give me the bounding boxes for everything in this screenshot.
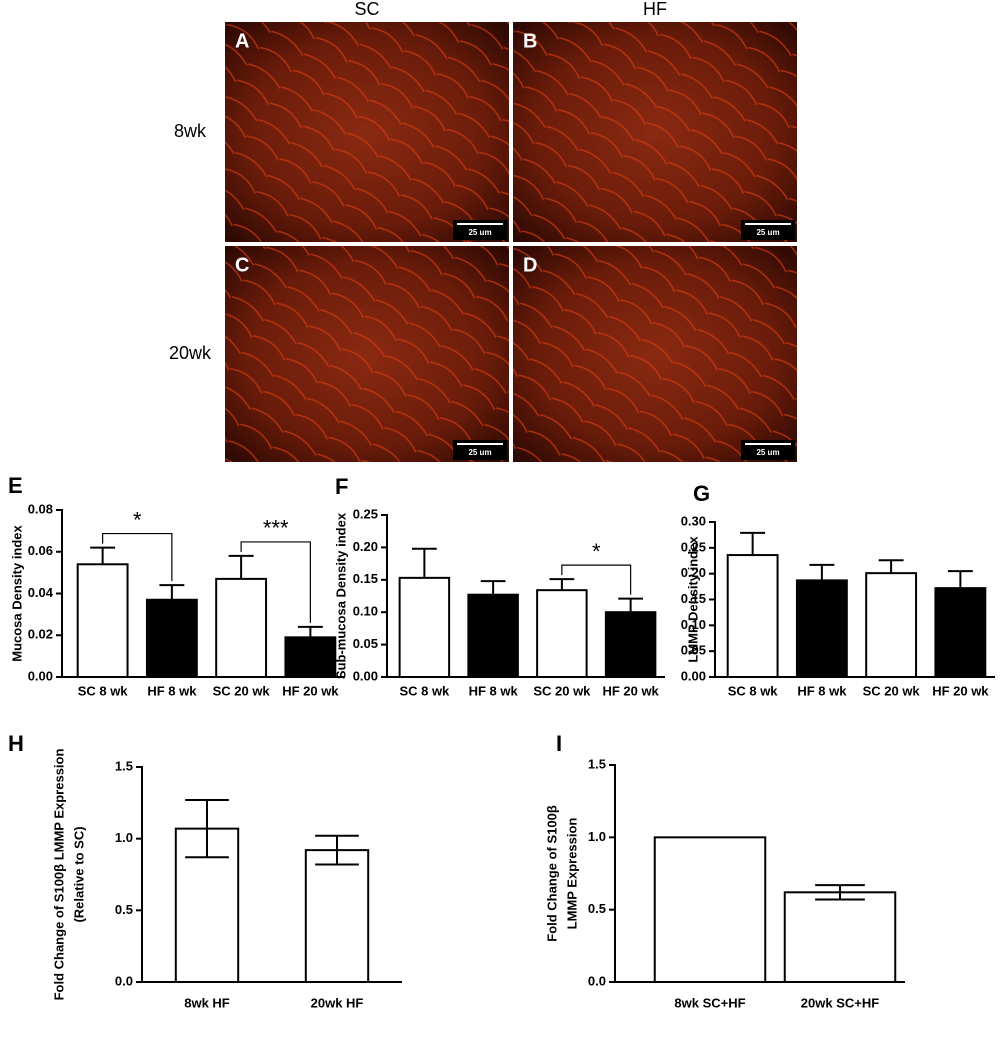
micrograph-texture [513, 22, 797, 242]
y-tick-label: 0.08 [28, 501, 53, 516]
significance-label: *** [263, 516, 289, 541]
y-tick-label: 1.5 [115, 758, 133, 773]
x-tick-label: 20wk HF [311, 995, 364, 1010]
bar [604, 611, 657, 679]
x-tick-label: SC 20 wk [213, 683, 271, 698]
scale-bar-label: 25 um [468, 228, 491, 237]
significance-bracket [102, 532, 173, 582]
bar [536, 589, 588, 679]
x-tick-label: SC 8 wk [728, 683, 779, 698]
y-tick-label: 0.5 [588, 901, 606, 916]
micrograph-texture [225, 246, 509, 462]
panel-letter: H [8, 731, 24, 756]
scale-bar-label: 25 um [756, 448, 779, 457]
bar [304, 849, 370, 984]
y-tick-label: 0.15 [353, 571, 378, 586]
x-tick-label: HF 8 wk [147, 683, 197, 698]
y-tick-label: 0.00 [28, 668, 53, 683]
y-tick-label: 0.25 [353, 506, 378, 521]
x-tick-label: HF 20 wk [602, 683, 659, 698]
significance-label: * [133, 507, 142, 532]
y-axis-label: Sub-mucosa Density index [333, 512, 348, 679]
bar [865, 572, 918, 679]
x-tick-label: 8wk HF [184, 995, 230, 1010]
column-label: SC [354, 0, 379, 19]
y-tick-label: 1.0 [115, 830, 133, 845]
significance-bracket [561, 564, 632, 595]
x-tick-label: HF 8 wk [797, 683, 847, 698]
y-tick-label: 1.0 [588, 829, 606, 844]
y-tick-label: 1.5 [588, 756, 606, 771]
y-tick-label: 0.00 [353, 668, 378, 683]
y-axis-label: (Relative to SC) [71, 826, 86, 922]
bar [726, 554, 779, 678]
x-tick-label: HF 8 wk [469, 683, 519, 698]
scale-bar-label: 25 um [756, 228, 779, 237]
panel-letter: A [235, 30, 249, 52]
panel-letter: G [693, 481, 710, 506]
bar [174, 827, 240, 984]
y-tick-label: 0.05 [353, 636, 378, 651]
bar [145, 598, 198, 679]
panel-letter: I [556, 731, 562, 756]
x-tick-label: SC 20 wk [533, 683, 591, 698]
panel-letter: E [8, 473, 23, 498]
y-axis-label: Fold Change of S100β LMMP Expression [51, 749, 66, 1001]
panel-letter: B [523, 30, 537, 52]
y-tick-label: 0.25 [681, 539, 706, 554]
y-tick-label: 0.0 [115, 973, 133, 988]
y-tick-label: 0.05 [681, 643, 706, 658]
x-tick-label: SC 20 wk [863, 683, 921, 698]
y-tick-label: 0.00 [681, 668, 706, 683]
y-tick-label: 0.0 [588, 973, 606, 988]
bar [467, 593, 519, 678]
y-tick-label: 0.20 [353, 539, 378, 554]
y-axis-label: Mucosa Density index [9, 524, 24, 661]
y-axis-label: LMMP Density index [685, 536, 700, 663]
y-axis-label: LMMP Expression [564, 818, 579, 930]
y-tick-label: 0.10 [353, 604, 378, 619]
y-tick-label: 0.02 [28, 627, 53, 642]
y-tick-label: 0.5 [115, 902, 133, 917]
y-axis-label: Fold Change of S100β [544, 805, 559, 942]
bar [795, 579, 848, 679]
x-tick-label: 8wk SC+HF [674, 995, 745, 1010]
bar [934, 587, 987, 679]
micrograph-texture [513, 246, 797, 462]
micrograph-texture [225, 22, 509, 242]
x-tick-label: SC 8 wk [78, 683, 129, 698]
bar [215, 577, 268, 679]
bar [284, 636, 337, 679]
bar [783, 891, 897, 983]
y-tick-label: 0.30 [681, 513, 706, 528]
x-tick-label: SC 8 wk [399, 683, 450, 698]
x-tick-label: HF 20 wk [932, 683, 989, 698]
y-tick-label: 0.15 [681, 591, 706, 606]
scale-bar-label: 25 um [468, 448, 491, 457]
panel-letter: C [235, 254, 249, 276]
panel-letter: F [335, 474, 348, 499]
y-tick-label: 0.04 [28, 585, 54, 600]
column-label: HF [643, 0, 667, 19]
significance-label: * [592, 539, 601, 564]
row-label: 8wk [174, 121, 207, 141]
bar [76, 563, 129, 679]
x-tick-label: 20wk SC+HF [801, 995, 879, 1010]
significance-bracket [240, 541, 311, 623]
x-tick-label: HF 20 wk [282, 683, 339, 698]
bar [398, 576, 451, 679]
y-tick-label: 0.10 [681, 617, 706, 632]
bar [653, 836, 767, 983]
y-tick-label: 0.20 [681, 565, 706, 580]
y-tick-label: 0.06 [28, 543, 53, 558]
row-label: 20wk [169, 343, 212, 363]
panel-letter: D [523, 254, 537, 276]
